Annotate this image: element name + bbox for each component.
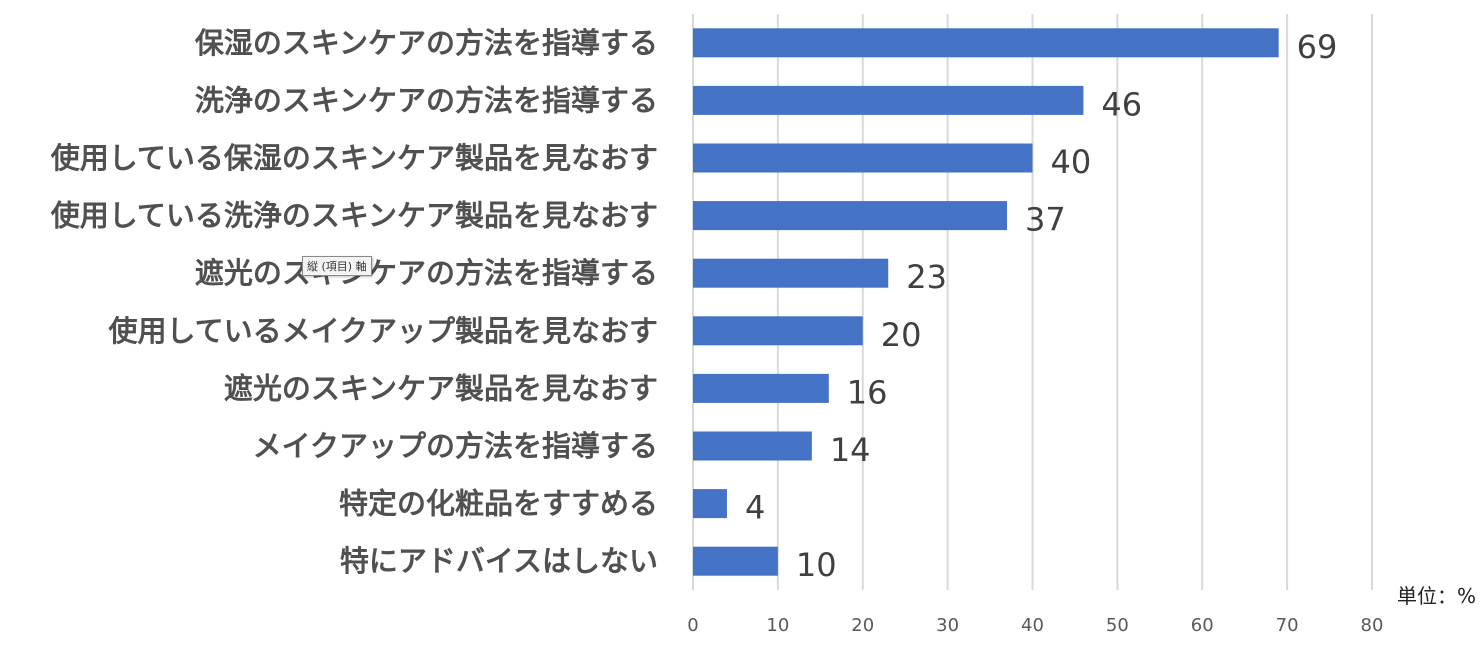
x-axis-tick-labels: 0 10 20 30 40 50 60 70 80 (687, 615, 1383, 636)
unit-label: 単位：% (1396, 584, 1476, 608)
axis-tooltip: 縦 (項目) 軸 (302, 256, 372, 276)
x-tick-label: 10 (766, 615, 789, 636)
bar (693, 546, 778, 576)
x-tick-label: 20 (851, 615, 874, 636)
category-label: 特定の化粧品をすすめる (339, 487, 658, 521)
category-label: 使用している保湿のスキンケア製品を見なおす (50, 141, 658, 175)
category-label: メイクアップの方法を指導する (253, 429, 658, 463)
category-label: 使用しているメイクアップ製品を見なおす (107, 314, 658, 348)
data-label: 10 (796, 546, 837, 584)
data-label: 20 (881, 316, 922, 354)
bar (693, 201, 1008, 231)
x-tick-label: 80 (1361, 615, 1384, 636)
category-label: 遮光のスキンケア製品を見なおす (224, 371, 658, 405)
data-label: 16 (847, 373, 888, 411)
x-tick-label: 30 (936, 615, 959, 636)
data-label: 14 (830, 431, 871, 469)
bar (693, 489, 727, 519)
bar-group (693, 28, 1279, 576)
bar (693, 85, 1084, 115)
data-label: 37 (1025, 201, 1066, 239)
data-label: 23 (906, 258, 947, 296)
x-tick-label: 40 (1021, 615, 1044, 636)
x-tick-label: 50 (1106, 615, 1129, 636)
data-label: 40 (1051, 143, 1092, 181)
category-labels: 保湿のスキンケアの方法を指導する洗浄のスキンケアの方法を指導する使用している保湿… (50, 26, 658, 578)
category-label: 保湿のスキンケアの方法を指導する (194, 26, 658, 60)
x-tick-label: 0 (687, 615, 698, 636)
data-label: 4 (745, 489, 765, 527)
bar (693, 258, 889, 288)
bar (693, 431, 812, 461)
category-label: 特にアドバイスはしない (340, 544, 658, 578)
bar (693, 143, 1033, 173)
data-label: 69 (1297, 28, 1338, 66)
data-label: 46 (1101, 85, 1142, 123)
x-tick-label: 60 (1191, 615, 1214, 636)
x-tick-label: 70 (1276, 615, 1299, 636)
category-label: 遮光のスキンケアの方法を指導する (195, 256, 658, 290)
category-label: 使用している洗浄のスキンケア製品を見なおす (50, 199, 658, 233)
bar (693, 373, 829, 403)
category-label: 洗浄のスキンケアの方法を指導する (195, 83, 658, 117)
bar (693, 28, 1279, 58)
bar (693, 316, 863, 346)
